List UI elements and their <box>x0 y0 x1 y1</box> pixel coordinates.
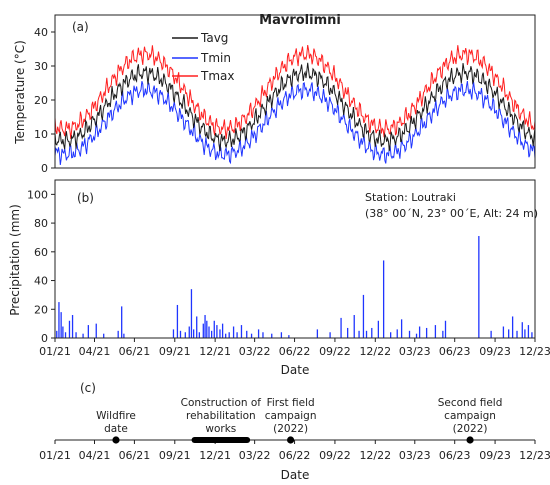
station-coordinates: (38° 00´N, 23° 00´E, Alt: 24 m) <box>365 207 538 220</box>
x-tick-label: 12/22 <box>359 449 391 462</box>
x-tick-label: 03/22 <box>239 345 271 358</box>
x-tick-label: 04/21 <box>79 345 111 358</box>
temperature-plot-frame <box>54 14 536 169</box>
y-tick-label: 0 <box>41 162 48 175</box>
y-tick-label: 40 <box>34 26 48 39</box>
event-label-line: Construction of <box>181 397 262 409</box>
x-tick-label: 06/22 <box>279 345 311 358</box>
temperature-lines <box>54 45 536 165</box>
event-marker <box>466 436 474 444</box>
precipitation-x-label: Date <box>281 363 310 377</box>
x-tick-label: 04/21 <box>79 449 111 462</box>
timeline-panel: 01/21 04/21 06/21 09/21 12/21 03/22 06/22 09/22… <box>39 381 550 482</box>
x-tick-label: 12/21 <box>199 345 231 358</box>
precipitation-y-ticks: 0 20 40 60 80 100 <box>27 188 55 345</box>
precipitation-plot-frame <box>54 179 536 339</box>
legend-label-tavg: Tavg <box>200 31 228 45</box>
y-tick-label: 40 <box>34 275 48 288</box>
temperature-legend: Tavg Tmin Tmax <box>172 31 234 83</box>
x-tick-label: 12/23 <box>519 449 550 462</box>
timeline-x-label: Date <box>281 468 310 482</box>
event-label-line: First field <box>267 397 315 409</box>
y-tick-label: 20 <box>34 303 48 316</box>
timeline-x-ticks: 01/21 04/21 06/21 09/21 12/21 03/22 06/22 09/22… <box>39 440 550 462</box>
y-tick-label: 0 <box>41 332 48 345</box>
station-name: Station: Loutraki <box>365 191 456 204</box>
event-label-line: (2022) <box>453 423 488 435</box>
y-tick-label: 10 <box>34 128 48 141</box>
x-tick-label: 03/23 <box>399 345 431 358</box>
temperature-y-label: Temperature (°C) <box>13 40 27 145</box>
series-line-tavg <box>54 62 536 152</box>
event-label-line: Second field <box>438 397 503 409</box>
temperature-panel: 0 10 20 30 40 Temperature (°C) (a) Mavrolimn… <box>13 13 536 175</box>
x-tick-label: 06/21 <box>119 449 151 462</box>
panel-label-c: (c) <box>80 381 96 395</box>
event-marker <box>112 436 120 444</box>
x-tick-label: 03/22 <box>239 449 271 462</box>
x-tick-label: 12/21 <box>199 449 231 462</box>
event-label: Wildfire date <box>96 410 136 435</box>
x-tick-label: 09/22 <box>319 345 351 358</box>
x-tick-label: 12/23 <box>519 345 550 358</box>
x-tick-label: 01/21 <box>39 449 71 462</box>
x-tick-label: 09/22 <box>319 449 351 462</box>
x-tick-label: 06/23 <box>439 449 471 462</box>
x-tick-label: 01/21 <box>39 345 71 358</box>
panel-label-b: (b) <box>77 191 94 205</box>
event-label-line: date <box>104 423 128 435</box>
panel-label-a: (a) <box>72 20 89 34</box>
event-label-line: Wildfire <box>96 410 136 422</box>
timeline-events: Wildfire date Construction of rehabilitatio… <box>96 397 502 444</box>
y-tick-label: 80 <box>34 217 48 230</box>
event-label-line: works <box>205 423 236 435</box>
event-label-line: rehabilitation <box>186 410 256 422</box>
precipitation-x-ticks: 01/21 04/21 06/21 09/21 12/21 03/22 06/22 09/22… <box>39 338 550 358</box>
event-label-line: (2022) <box>273 423 308 435</box>
x-tick-label: 09/21 <box>159 449 191 462</box>
event-marker <box>287 436 295 444</box>
y-tick-label: 100 <box>27 188 48 201</box>
x-tick-label: 09/21 <box>159 345 191 358</box>
event-label: Construction of rehabilitation works <box>181 397 262 435</box>
event-label: Second field campaign (2022) <box>438 397 503 435</box>
event-label-line: campaign <box>265 410 317 422</box>
precipitation-panel: 0 20 40 60 80 100 01/21 04/21 06/21 09/21 12/21 03… <box>8 179 550 377</box>
legend-label-tmin: Tmin <box>200 51 231 65</box>
chart-title: Mavrolimni <box>259 13 341 28</box>
x-tick-label: 06/22 <box>279 449 311 462</box>
temperature-y-ticks: 0 10 20 30 40 <box>34 26 55 175</box>
series-line-tmax <box>54 45 536 140</box>
x-tick-label: 03/23 <box>399 449 431 462</box>
y-tick-label: 60 <box>34 246 48 259</box>
x-tick-label: 12/22 <box>359 345 391 358</box>
x-tick-label: 09/23 <box>479 449 511 462</box>
x-tick-label: 06/21 <box>119 345 151 358</box>
x-tick-label: 06/23 <box>439 345 471 358</box>
event-label: First field campaign (2022) <box>265 397 317 435</box>
event-label-line: campaign <box>444 410 496 422</box>
precipitation-bars <box>56 236 533 338</box>
series-line-tmin <box>54 80 536 165</box>
y-tick-label: 30 <box>34 60 48 73</box>
precipitation-y-label: Precipitation (mm) <box>8 204 22 316</box>
legend-label-tmax: Tmax <box>200 69 234 83</box>
x-tick-label: 09/23 <box>479 345 511 358</box>
y-tick-label: 20 <box>34 94 48 107</box>
